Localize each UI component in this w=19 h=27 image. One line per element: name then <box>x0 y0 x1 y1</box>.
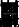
Point <box>5 22 6 23</box>
Point <box>9 21 10 22</box>
Point <box>9 22 10 23</box>
Point <box>3 11 4 12</box>
Point <box>4 22 5 23</box>
Point <box>4 22 5 23</box>
Point <box>3 11 4 12</box>
Title: Figure 2B: Figure 2B <box>0 0 19 10</box>
